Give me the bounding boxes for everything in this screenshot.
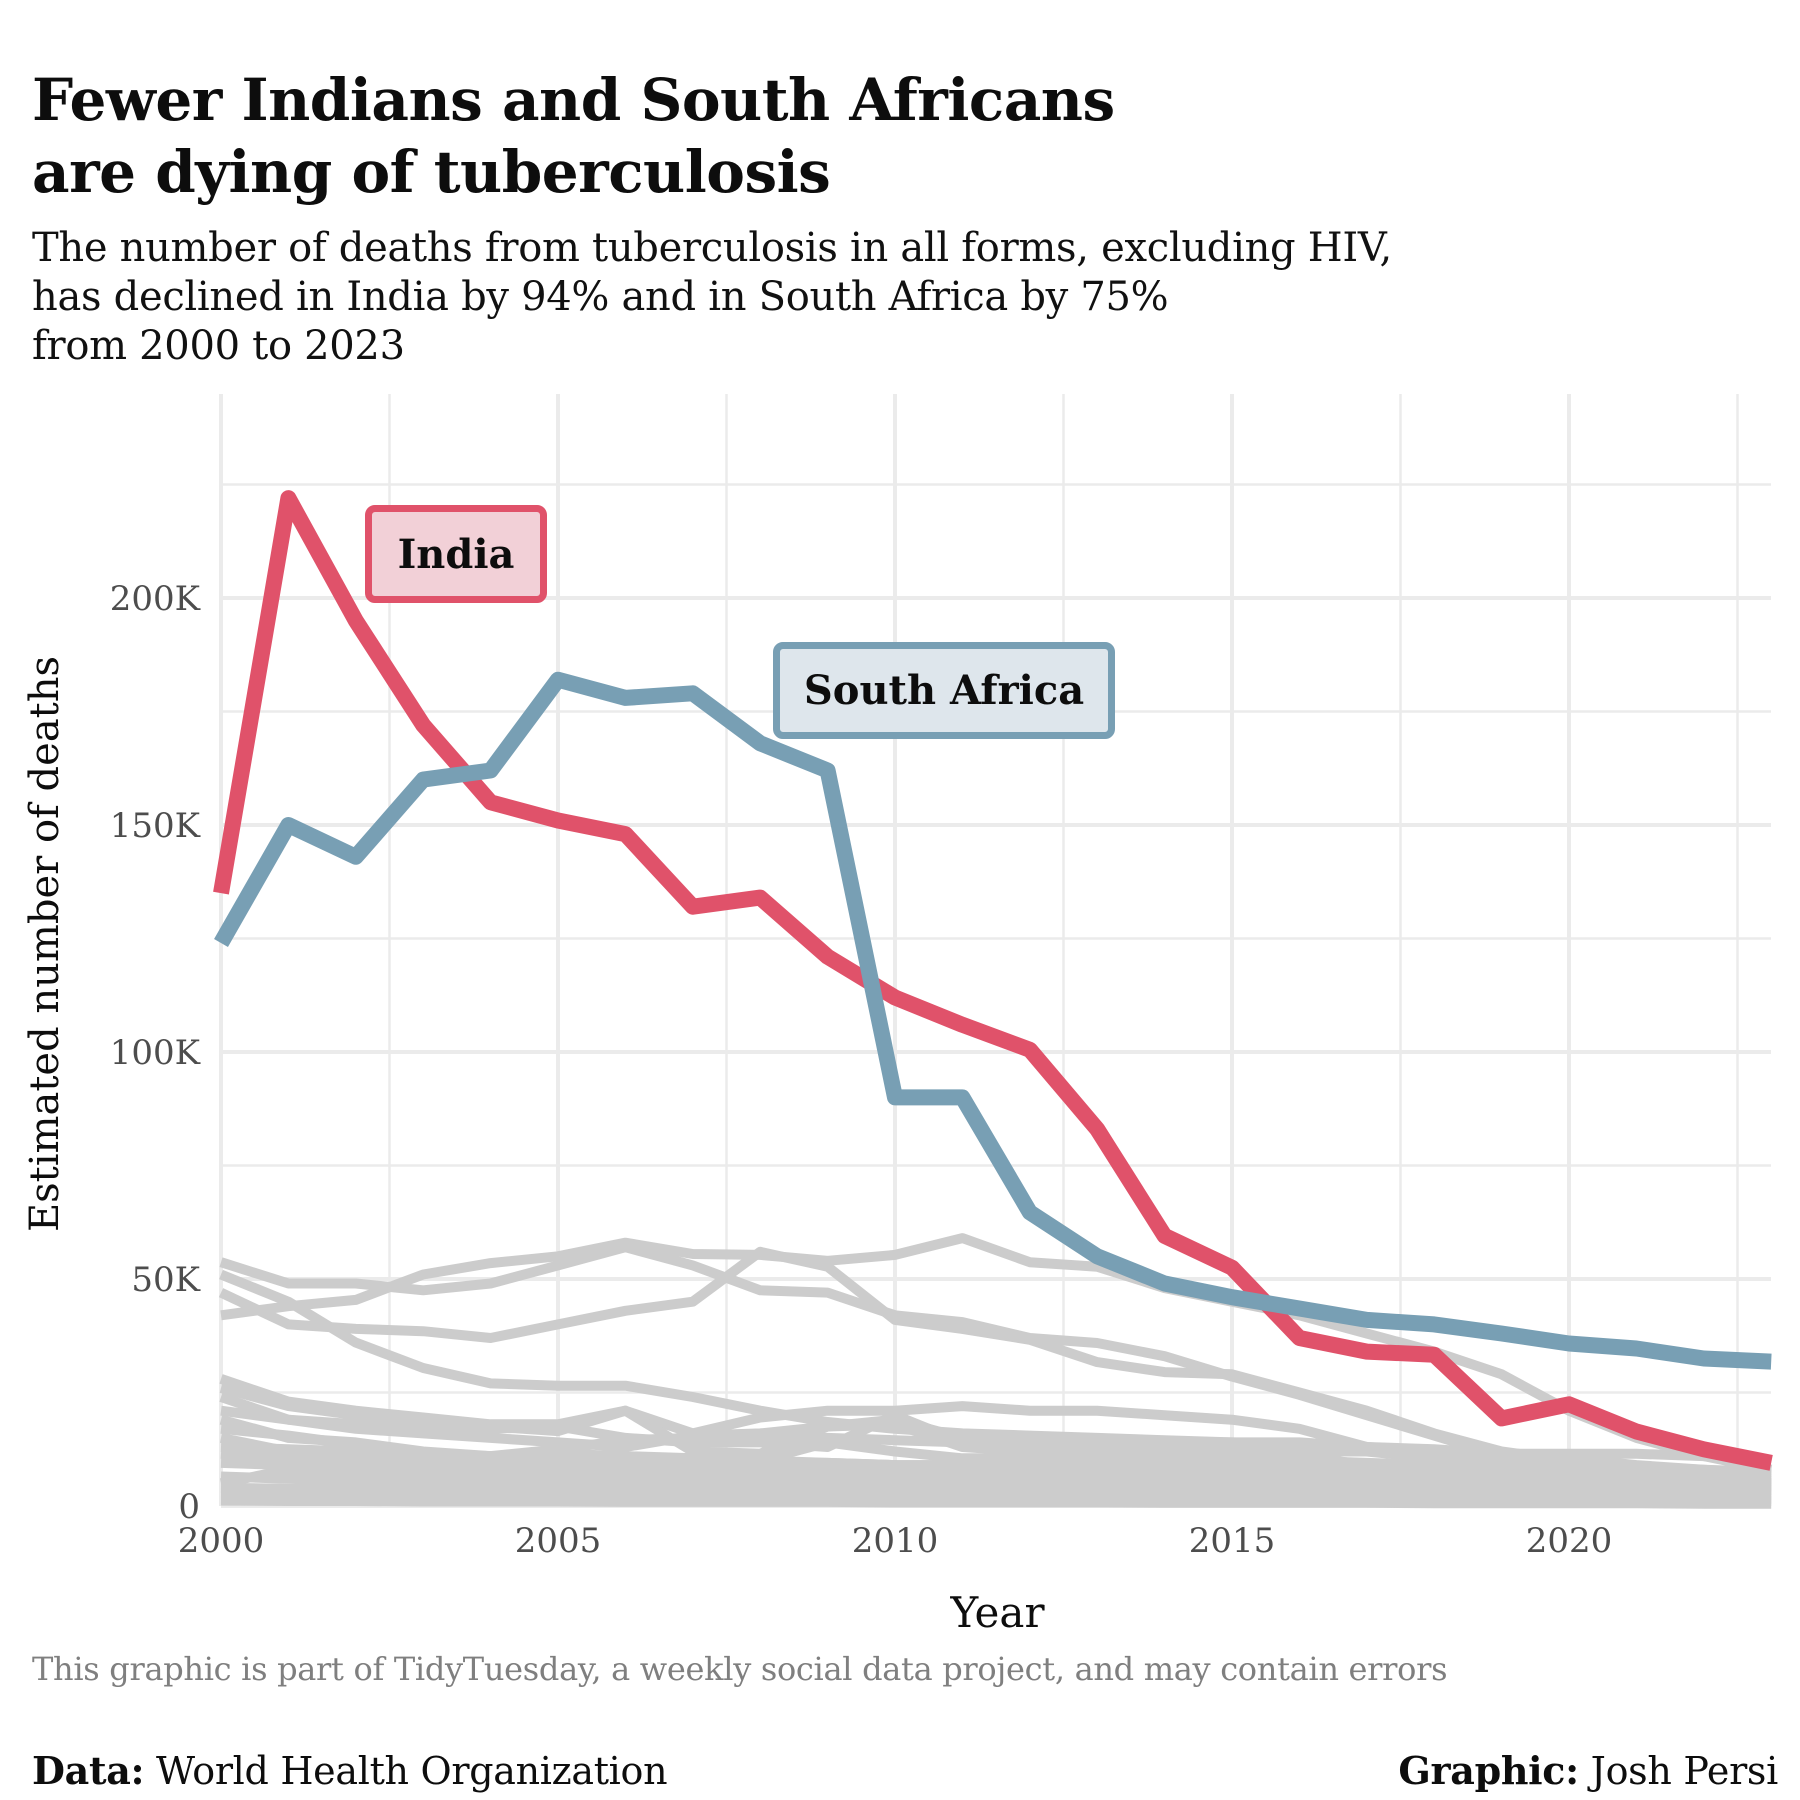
y-tick-label: 50K xyxy=(131,1260,200,1300)
caption: This graphic is part of TidyTuesday, a w… xyxy=(32,1650,1448,1688)
south-africa-label-text: South Africa xyxy=(803,667,1085,714)
y-axis-ticks: 0 50K 100K 150K 200K xyxy=(110,579,201,1527)
x-axis-title: Year xyxy=(950,1588,1045,1637)
y-tick-label: 100K xyxy=(110,1033,201,1073)
x-axis-ticks: 2000 2005 2010 2015 2020 xyxy=(178,1521,1613,1561)
india-label-text: India xyxy=(397,530,515,578)
x-tick-label: 2000 xyxy=(178,1521,265,1561)
y-tick-label: 150K xyxy=(110,806,201,846)
title-line-1: Fewer Indians and South Africans xyxy=(32,66,1115,134)
india-line xyxy=(213,490,1773,1471)
y-tick-label: 0 xyxy=(178,1487,200,1527)
x-tick-label: 2020 xyxy=(1526,1521,1613,1561)
subtitle-line-3: from 2000 to 2023 xyxy=(32,323,405,369)
graphic-credit-label: Graphic: xyxy=(1398,1748,1579,1793)
data-source-value: World Health Organization xyxy=(144,1749,668,1793)
x-tick-label: 2015 xyxy=(1189,1521,1276,1561)
other-country-line xyxy=(220,1233,1773,1475)
india-series-label: India xyxy=(365,505,547,603)
south-africa-line xyxy=(214,671,1772,1370)
graphic-credit-value: Josh Persi xyxy=(1578,1749,1779,1793)
y-axis-title: Estimated number of deaths xyxy=(22,655,68,1233)
south-africa-series-label: South Africa xyxy=(773,642,1115,739)
data-source-label: Data: xyxy=(32,1748,145,1793)
graphic-credit: Graphic: Josh Persi xyxy=(1398,1748,1778,1793)
x-tick-label: 2010 xyxy=(852,1521,939,1561)
subtitle-line-2: has declined in India by 94% and in Sout… xyxy=(32,274,1169,320)
other-country-line xyxy=(220,1495,1772,1509)
highlight-lines xyxy=(213,490,1773,1471)
other-country-lines xyxy=(218,1233,1773,1509)
subtitle-line-1: The number of deaths from tuberculosis i… xyxy=(32,225,1392,271)
chart-subtitle: The number of deaths from tuberculosis i… xyxy=(32,224,1392,371)
y-tick-label: 200K xyxy=(110,579,201,619)
title-line-2: are dying of tuberculosis xyxy=(32,138,831,206)
x-tick-label: 2005 xyxy=(515,1521,602,1561)
chart-title: Fewer Indians and South Africans are dyi… xyxy=(32,64,1115,208)
data-source: Data: World Health Organization xyxy=(32,1748,668,1793)
